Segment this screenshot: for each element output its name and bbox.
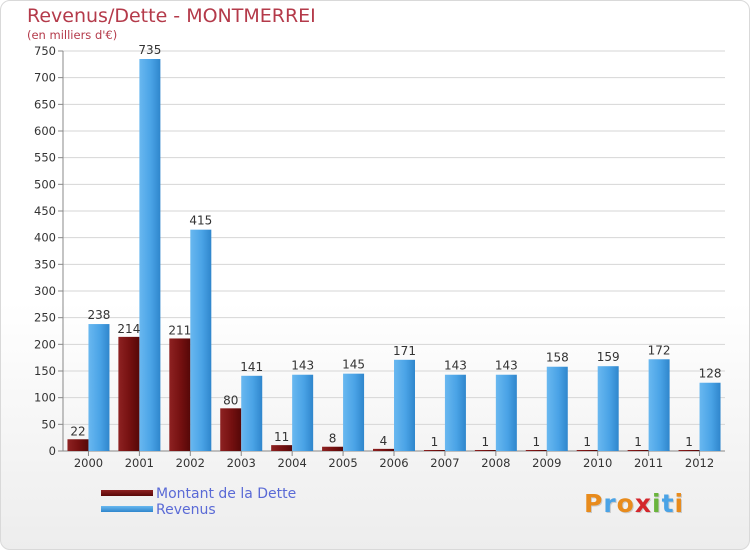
x-tick-label: 2011	[634, 456, 663, 470]
bar-revenus	[241, 375, 263, 451]
legend-swatch-revenus	[101, 506, 153, 512]
logo-letter: t	[661, 489, 675, 518]
x-tick-label: 2007	[430, 456, 459, 470]
bar-revenus	[546, 366, 568, 451]
bars	[67, 59, 721, 451]
data-label-dette: 80	[223, 393, 238, 407]
data-label-dette: 4	[380, 434, 388, 448]
data-label-revenus: 145	[342, 358, 365, 372]
bar-revenus	[597, 366, 619, 451]
data-label-revenus: 143	[291, 359, 314, 373]
y-tick-label: 100	[34, 391, 56, 405]
x-tick-label: 2004	[278, 456, 307, 470]
y-tick-label: 250	[34, 311, 56, 325]
logo-letter: o	[616, 489, 635, 518]
y-tick-label: 50	[41, 417, 56, 431]
bar-revenus	[292, 374, 314, 451]
bar-dette	[220, 408, 242, 451]
x-tick-label: 2003	[227, 456, 256, 470]
bar-revenus	[343, 373, 365, 451]
chart-title: Revenus/Dette - MONTMERREI	[27, 5, 316, 27]
bar-revenus	[394, 359, 415, 451]
bar-revenus	[444, 374, 466, 451]
data-label-revenus: 141	[240, 360, 263, 374]
y-tick-label: 750	[34, 44, 56, 58]
bar-dette	[627, 450, 649, 451]
x-tick-label: 2008	[481, 456, 510, 470]
data-label-dette: 1	[431, 435, 439, 449]
data-label-dette: 8	[329, 432, 337, 446]
logo-letter: r	[603, 489, 617, 518]
x-tick-label: 2010	[583, 456, 612, 470]
bar-dette	[678, 450, 700, 451]
y-tick-label: 200	[34, 337, 56, 351]
data-label-dette: 22	[70, 424, 85, 438]
data-label-revenus: 158	[546, 351, 569, 365]
bar-dette	[169, 338, 191, 451]
data-label-revenus: 143	[495, 359, 518, 373]
chart-subtitle: (en milliers d'€)	[27, 28, 118, 42]
bar-dette	[525, 450, 547, 451]
bar-dette	[67, 439, 89, 451]
legend-label-revenus: Revenus	[156, 502, 216, 518]
data-label-revenus: 415	[189, 214, 212, 228]
bar-revenus	[699, 382, 721, 451]
bar-dette	[423, 450, 445, 451]
y-tick-label: 0	[49, 444, 56, 458]
data-label-dette: 1	[532, 435, 540, 449]
bar-dette	[322, 446, 344, 451]
logo-letter: x	[634, 489, 652, 518]
x-tick-label: 2006	[379, 456, 408, 470]
data-label-revenus: 735	[138, 43, 161, 57]
y-tick-label: 550	[34, 151, 56, 165]
y-tick-label: 650	[34, 97, 56, 111]
bar-revenus	[88, 324, 110, 451]
value-labels: 2223821473521141580141111438145417111431…	[70, 43, 721, 449]
x-tick-label: 2005	[328, 456, 357, 470]
logo-letter: i	[652, 489, 662, 518]
bar-dette	[271, 445, 293, 451]
y-tick-label: 600	[34, 124, 56, 138]
data-label-dette: 211	[168, 323, 191, 337]
y-tick-label: 150	[34, 364, 56, 378]
y-tick-label: 450	[34, 204, 56, 218]
data-label-revenus: 128	[699, 367, 722, 381]
data-label-revenus: 159	[597, 350, 620, 364]
x-tick-label: 2002	[176, 456, 205, 470]
data-label-revenus: 171	[393, 344, 416, 358]
bar-dette	[576, 450, 598, 451]
bar-revenus	[495, 374, 517, 451]
data-label-dette: 11	[274, 430, 289, 444]
x-tick-label: 2009	[532, 456, 561, 470]
bar-dette	[118, 336, 140, 451]
data-label-revenus: 238	[88, 308, 111, 322]
data-label-dette: 1	[583, 435, 591, 449]
data-label-dette: 1	[685, 435, 693, 449]
logo-letter: i	[674, 489, 685, 518]
legend-label-dette: Montant de la Dette	[156, 486, 297, 502]
data-label-revenus: 172	[648, 343, 671, 357]
y-tick-label: 350	[34, 257, 56, 271]
proxiti-logo: Proxiti	[584, 489, 684, 518]
bar-revenus	[139, 59, 161, 451]
y-tick-label: 300	[34, 284, 56, 298]
data-label-revenus: 143	[444, 359, 467, 373]
legend-swatch-dette	[101, 490, 153, 496]
y-tick-label: 500	[34, 177, 56, 191]
data-label-dette: 1	[482, 435, 490, 449]
bar-revenus	[648, 359, 670, 451]
data-label-dette: 214	[117, 322, 140, 336]
logo-letter: P	[584, 489, 604, 518]
bar-dette	[373, 448, 394, 451]
x-tick-label: 2000	[74, 456, 103, 470]
x-tick-label: 2012	[685, 456, 714, 470]
x-tick-label: 2001	[125, 456, 154, 470]
y-tick-label: 400	[34, 231, 56, 245]
bar-revenus	[190, 229, 212, 451]
bar-dette	[474, 450, 496, 451]
data-label-dette: 1	[634, 435, 642, 449]
y-tick-label: 700	[34, 71, 56, 85]
